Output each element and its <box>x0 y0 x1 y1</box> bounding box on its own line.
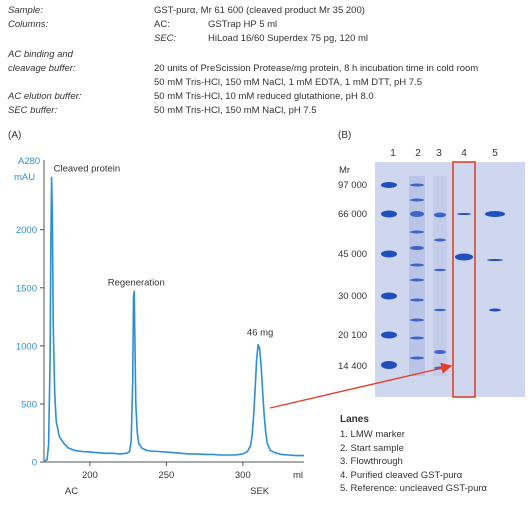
elution-label: AC elution buffer: <box>8 91 82 102</box>
panel-b-label: (B) <box>338 130 352 141</box>
gel-mr-label: Mr <box>339 165 350 176</box>
binding-value-2: 50 mM Tris-HCl, 150 mM NaCl, 1 mM EDTA, … <box>154 77 422 88</box>
gel-lane-number: 4 <box>461 148 467 159</box>
peak-annotation: Regeneration <box>108 277 165 288</box>
ac-value: GSTrap HP 5 ml <box>208 19 278 30</box>
lanes-item: 2. Start sample <box>340 442 404 454</box>
lane-4-highlight-box <box>452 161 476 398</box>
gel-lane-2 <box>409 176 425 376</box>
gel-lane-number: 2 <box>415 148 421 159</box>
gel-lane-number: 5 <box>492 148 498 159</box>
binding-value-1: 20 units of PreScission Protease/mg prot… <box>154 63 479 74</box>
sample-label: Sample: <box>8 5 43 16</box>
columns-row: Columns: AC: GSTrap HP 5 ml <box>8 18 528 31</box>
lanes-item: 5. Reference: uncleaved GST-purα <box>340 483 488 494</box>
binding-row-1: AC binding and <box>8 48 528 61</box>
binding-row-3: 50 mM Tris-HCl, 150 mM NaCl, 1 mM EDTA, … <box>8 76 528 89</box>
panel-a-label: (A) <box>8 130 22 141</box>
y-tick-label: 1500 <box>16 283 37 294</box>
peak-annotation: Cleaved protein <box>54 164 121 175</box>
y-axis-unit-label: mAU <box>14 172 35 183</box>
sec-label: SEC: <box>154 33 177 44</box>
lanes-item: 3. Flowthrough <box>340 456 403 467</box>
y-tick-label: 2000 <box>16 225 37 236</box>
elution-row: AC elution buffer: 50 mM Tris-HCl, 10 mM… <box>8 90 528 103</box>
chromatogram-trace <box>43 176 304 463</box>
elution-value: 50 mM Tris-HCl, 10 mM reduced glutathion… <box>154 91 374 102</box>
sec-buffer-value: 50 mM Tris-HCl, 150 mM NaCl, pH 7.5 <box>154 105 317 116</box>
gel-background <box>375 162 525 397</box>
columns-label: Columns: <box>8 19 49 30</box>
y-tick-label: 0 <box>32 458 37 469</box>
gel-lane-5 <box>485 211 505 312</box>
sec-buffer-row: SEC buffer: 50 mM Tris-HCl, 150 mM NaCl,… <box>8 104 528 117</box>
gel-marker-label: 20 100 <box>338 330 367 341</box>
x-tick-label: 300 <box>235 470 251 481</box>
gel-lane-number: 3 <box>436 148 442 159</box>
y-tick-label: 1000 <box>16 341 37 352</box>
sample-value: GST-purα, Mr 61 600 (cleaved product Mr … <box>154 5 365 16</box>
sample-row: Sample: GST-purα, Mr 61 600 (cleaved pro… <box>8 4 528 17</box>
sec-value: HiLoad 16/60 Superdex 75 pg, 120 ml <box>208 33 369 44</box>
ac-label: AC: <box>154 19 170 30</box>
gel-marker-label: 66 000 <box>338 209 367 220</box>
peak-annotation: 46 mg <box>247 327 273 338</box>
gel-marker-label: 30 000 <box>338 291 367 302</box>
sec-buffer-label: SEC buffer: <box>8 105 58 116</box>
lanes-legend: Lanes 1. LMW marker 2. Start sample 3. F… <box>340 414 525 496</box>
chromatogram-chart: 0 500 1000 1500 2000 200 250 300 ml AC SEK A280 mAU C… <box>14 156 304 497</box>
sds-page-gel: 1 2 3 4 5 Mr 97 000 66 000 45 000 30 000… <box>338 148 525 398</box>
region-label: SEK <box>250 486 270 497</box>
x-tick-label: 200 <box>82 470 98 481</box>
gel-lane-3 <box>433 176 447 376</box>
y-axis-label: A280 <box>18 156 40 167</box>
binding-label-2: cleavage buffer: <box>8 63 76 74</box>
gel-lane-4 <box>455 213 473 261</box>
binding-row-2: cleavage buffer: 20 units of PreScission… <box>8 62 528 75</box>
x-axis-label: ml <box>293 470 303 481</box>
sec-row: SEC: HiLoad 16/60 Superdex 75 pg, 120 ml <box>8 32 528 45</box>
y-tick-label: 500 <box>21 399 37 410</box>
lanes-item: 4. Purified cleaved GST-purα <box>340 469 463 481</box>
gel-lane-number: 1 <box>390 148 396 159</box>
gel-marker-label: 14 400 <box>338 361 367 372</box>
lanes-title: Lanes <box>340 414 369 425</box>
binding-label-1: AC binding and <box>8 49 73 60</box>
region-label: AC <box>65 486 78 497</box>
x-tick-label: 250 <box>158 470 174 481</box>
gel-marker-label: 45 000 <box>338 249 367 260</box>
gel-marker-label: 97 000 <box>338 180 367 191</box>
lanes-item: 1. LMW marker <box>340 429 405 440</box>
